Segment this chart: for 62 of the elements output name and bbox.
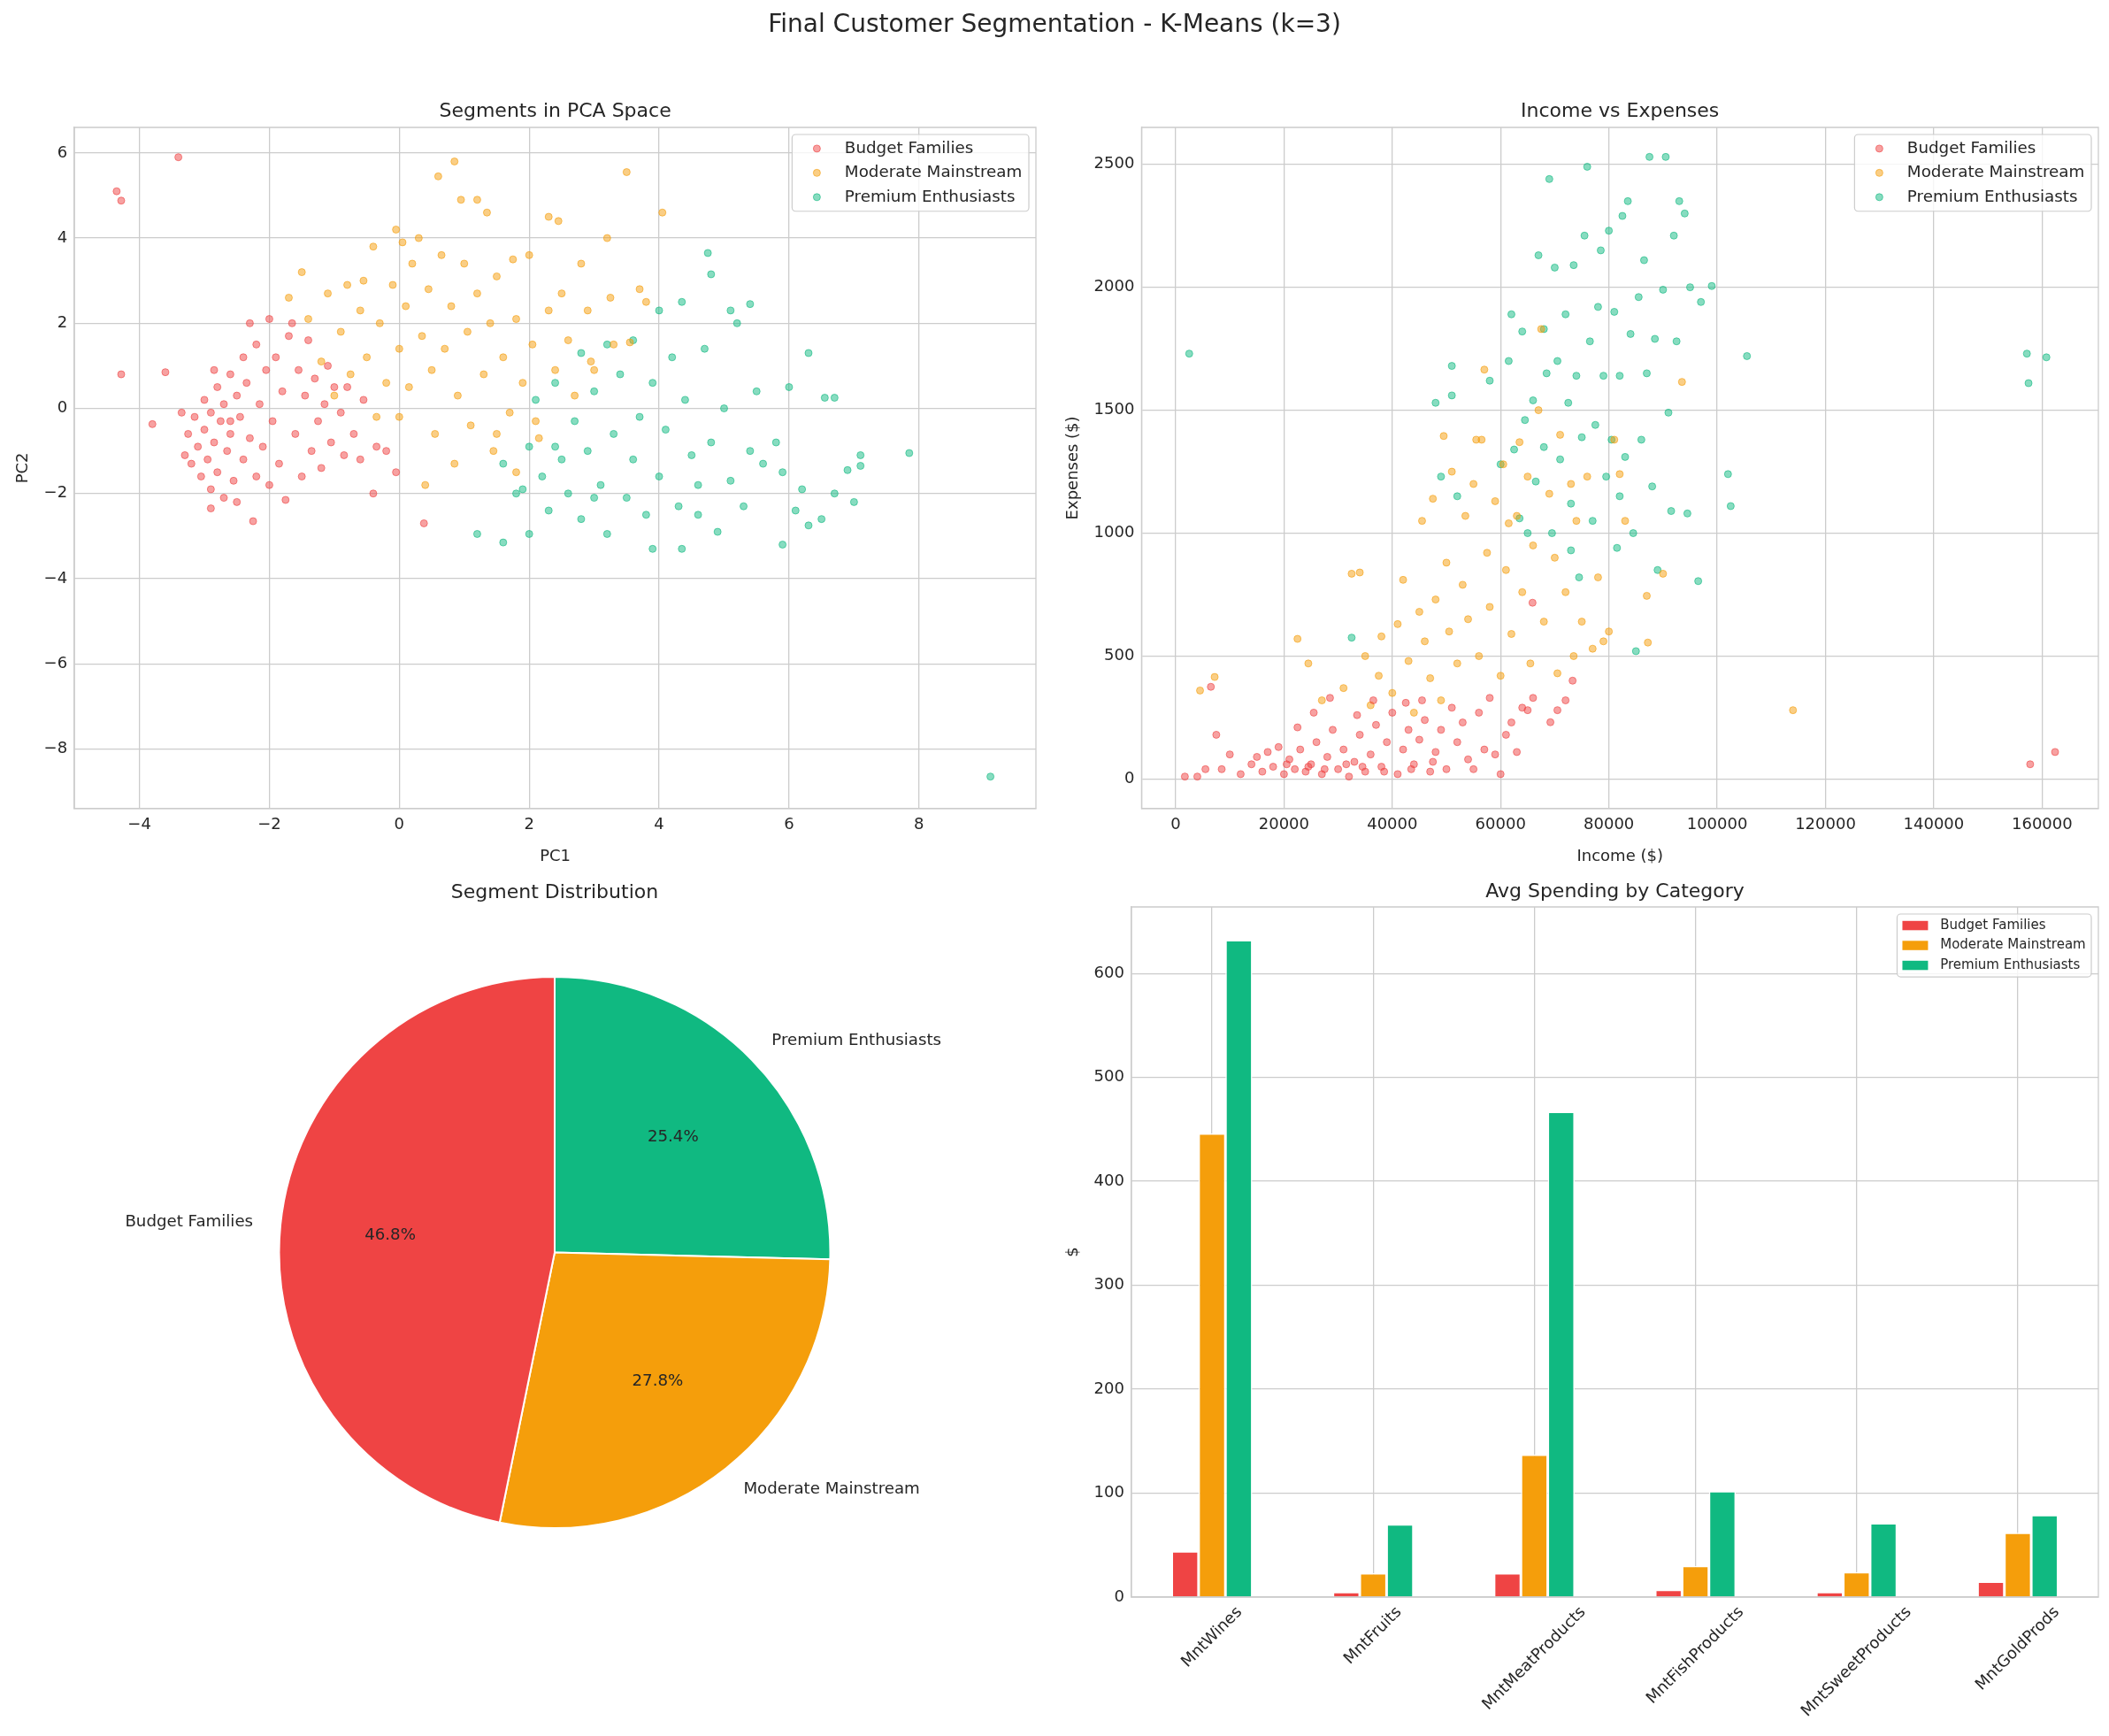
y-tick-label: 200	[1093, 1378, 1124, 1397]
slice-label: Premium Enthusiasts	[771, 1030, 941, 1049]
y-tick-label: 4	[57, 227, 68, 246]
x-tick-label: 20000	[1258, 814, 1310, 833]
x-tick-label: 120000	[1795, 814, 1856, 833]
data-label: 25.4%	[647, 1125, 699, 1145]
y-tick-label: 600	[1093, 962, 1124, 981]
legend-label: Budget Families	[844, 137, 974, 157]
y-tick-label: −4	[43, 567, 68, 587]
legend-label: Premium Enthusiasts	[844, 186, 1016, 205]
x-tick-label: 6	[784, 814, 794, 833]
y-axis-title: $	[1062, 1247, 1082, 1257]
data-label: 27.8%	[632, 1371, 684, 1390]
slice-label: Budget Families	[125, 1210, 254, 1230]
y-tick-label: 500	[1104, 645, 1135, 664]
y-tick-label: 2500	[1093, 153, 1135, 173]
chart-title: Avg Spending by Category	[1485, 879, 1745, 902]
y-tick-label: −6	[43, 652, 68, 672]
y-tick-label: 300	[1093, 1274, 1124, 1294]
y-tick-label: 2000	[1093, 276, 1135, 296]
y-tick-label: 0	[1114, 1586, 1124, 1605]
x-axis-title: Income ($)	[1576, 845, 1663, 864]
x-tick-label: 4	[654, 814, 664, 833]
x-tick-label: 40000	[1367, 814, 1418, 833]
y-tick-label: 6	[57, 142, 68, 161]
y-axis-title: PC2	[12, 452, 32, 484]
x-tick-label: 8	[914, 814, 924, 833]
text: Final Customer Segmentation - K-Means (k=3)	[767, 8, 1342, 40]
data-label: 46.8%	[364, 1225, 416, 1244]
y-tick-label: −8	[43, 738, 68, 757]
x-tick-label: 0	[1170, 814, 1181, 833]
y-axis-title: Expenses ($)	[1062, 416, 1082, 520]
y-tick-label: −2	[43, 482, 68, 502]
x-tick-label: 80000	[1584, 814, 1635, 833]
y-tick-label: 2	[57, 311, 68, 331]
chart-title: Income vs Expenses	[1521, 98, 1720, 121]
chart-title: Segment Distribution	[450, 880, 659, 903]
y-tick-label: 0	[57, 397, 68, 417]
x-tick-label: 100000	[1686, 814, 1748, 833]
y-tick-label: 0	[1124, 768, 1135, 787]
y-tick-label: 400	[1093, 1170, 1124, 1189]
legend-label: Moderate Mainstream	[844, 162, 1023, 181]
x-tick-label: 160000	[2011, 814, 2073, 833]
legend-label: Budget Families	[1906, 137, 2036, 157]
x-tick-label: 140000	[1903, 814, 1965, 833]
x-tick-label: 60000	[1475, 814, 1526, 833]
x-tick-label: 0	[394, 814, 405, 833]
x-axis-title: PC1	[540, 845, 571, 864]
chart-title: Segments in PCA Space	[439, 98, 671, 121]
legend-label: Premium Enthusiasts	[1906, 186, 2078, 205]
y-tick-label: 1000	[1093, 522, 1135, 542]
legend-label: Moderate Mainstream	[1906, 162, 2085, 181]
y-tick-label: 1500	[1093, 399, 1135, 419]
y-tick-label: 500	[1093, 1066, 1124, 1086]
x-tick-label: −2	[257, 814, 281, 833]
x-tick-label: 2	[524, 814, 534, 833]
legend-label: Moderate Mainstream	[1940, 936, 2086, 953]
y-tick-label: 100	[1093, 1482, 1124, 1502]
legend-label: Premium Enthusiasts	[1940, 956, 2081, 972]
slice-label: Moderate Mainstream	[743, 1479, 920, 1498]
legend-label: Budget Families	[1940, 916, 2046, 933]
x-tick-label: −4	[127, 814, 151, 833]
